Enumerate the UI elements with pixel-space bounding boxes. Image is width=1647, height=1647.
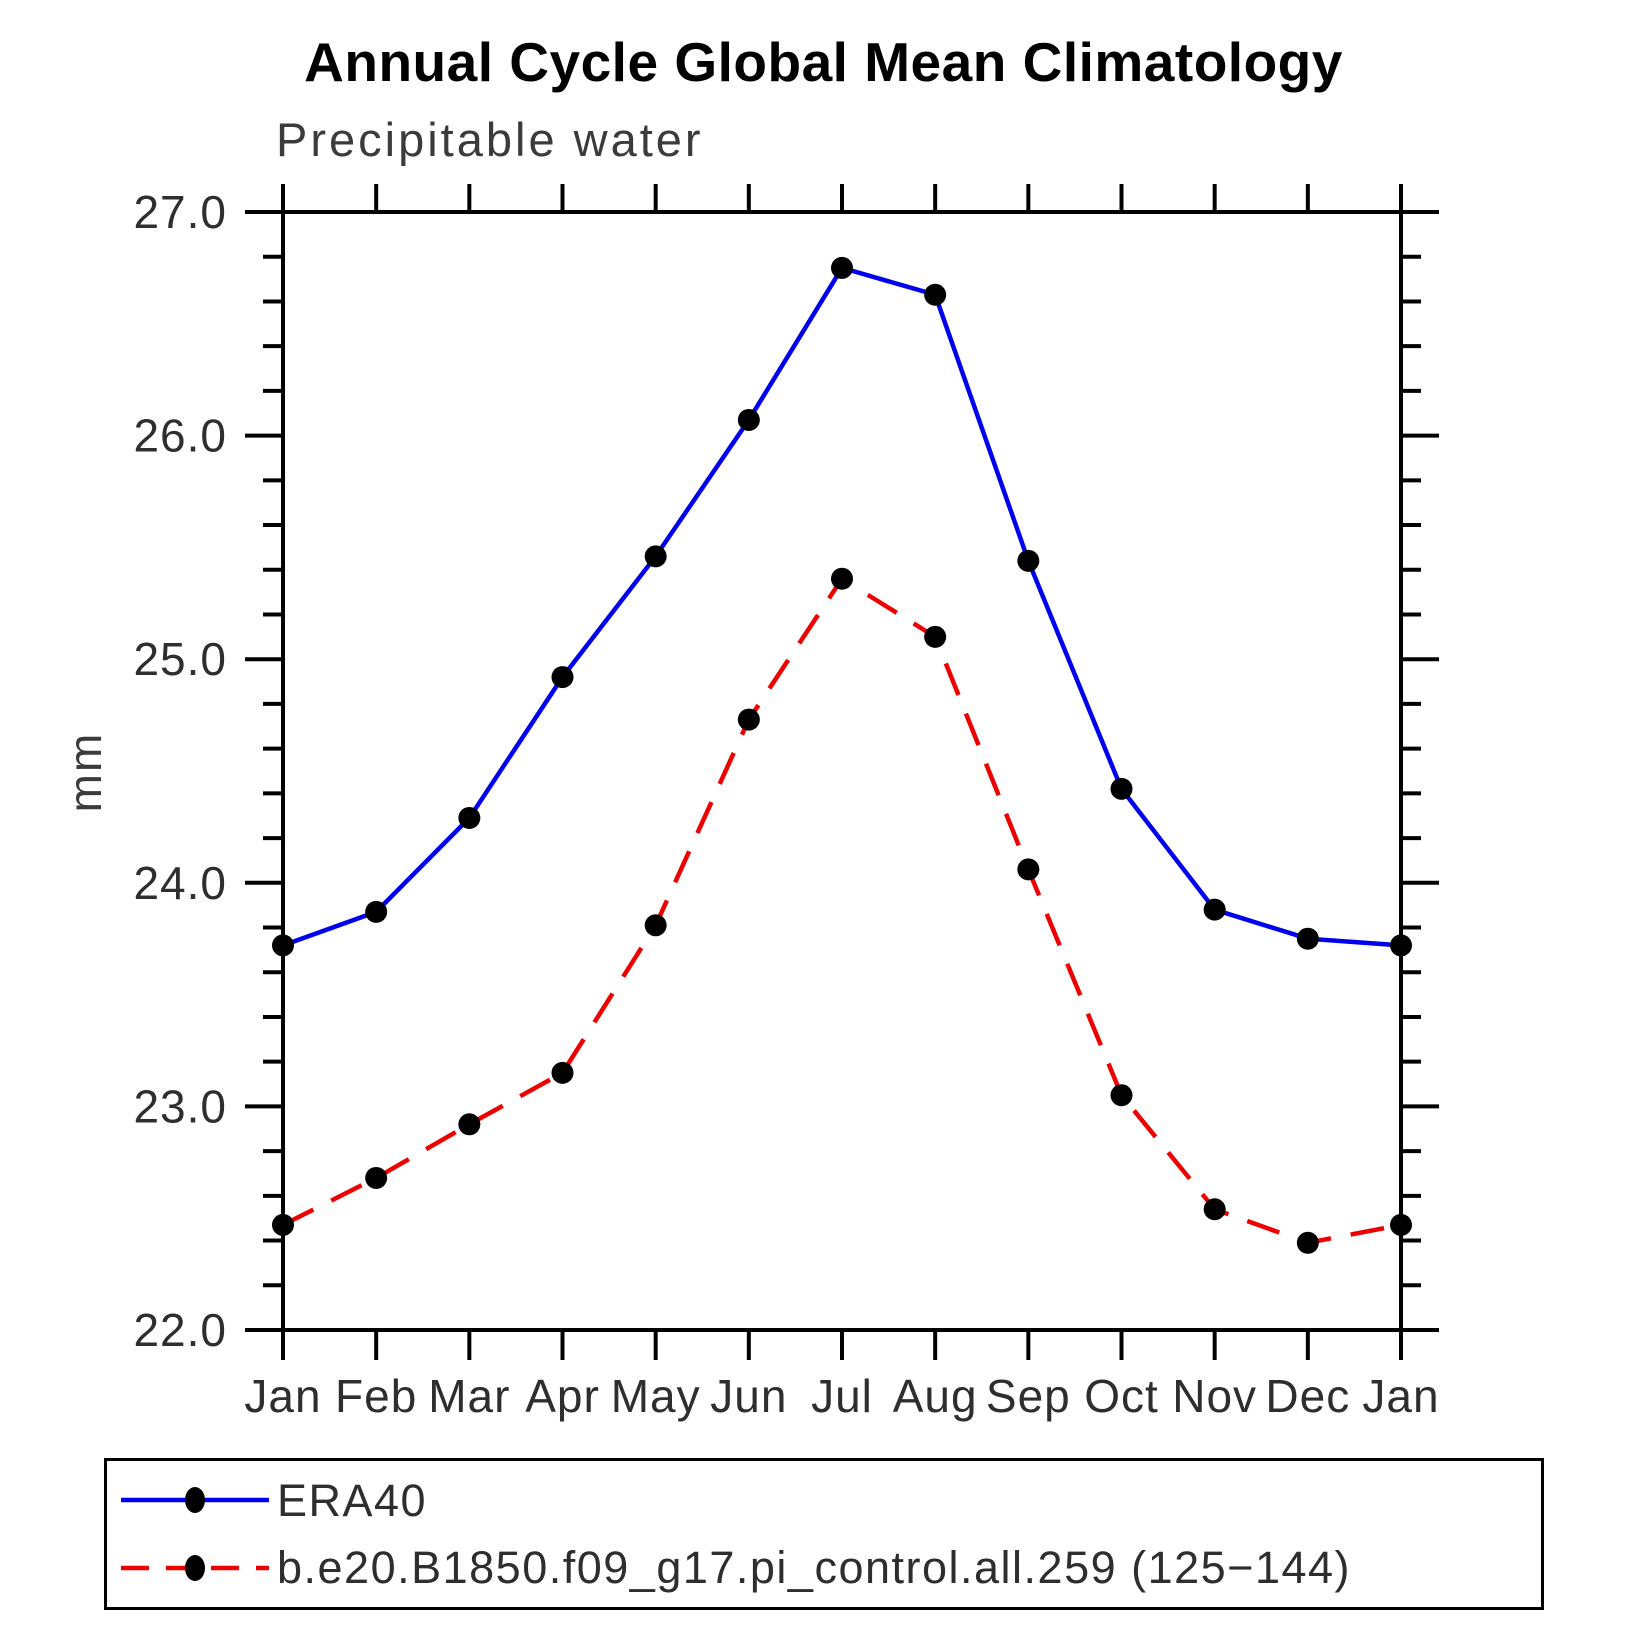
x-tick-label: Jun (710, 1370, 787, 1422)
data-point (365, 1166, 388, 1189)
data-point (272, 1213, 294, 1236)
data-point (737, 708, 760, 731)
x-tick-label: Jan (1362, 1370, 1439, 1422)
data-point (924, 625, 947, 648)
data-point (1017, 858, 1040, 881)
series-line-1 (281, 575, 1402, 1246)
legend: ERA40 b.e20.B1850.f09_g17.pi_control.all… (104, 1458, 1544, 1610)
x-tick-label: Oct (1084, 1370, 1159, 1422)
y-tick-label: 23.0 (133, 1080, 227, 1132)
data-point (458, 1113, 481, 1136)
legend-marker-dot (185, 1554, 205, 1581)
data-point (272, 934, 294, 957)
legend-label-model: b.e20.B1850.f09_g17.pi_control.all.259 (… (277, 1542, 1352, 1594)
x-tick-label: Apr (525, 1370, 600, 1422)
series-markers-0 (272, 256, 1412, 957)
data-point (737, 408, 760, 431)
x-tick-label: Sep (986, 1370, 1071, 1422)
y-tick-label: 25.0 (133, 633, 227, 685)
data-point (1390, 934, 1412, 957)
legend-label-era40: ERA40 (277, 1474, 428, 1526)
x-tick-label: Dec (1265, 1370, 1350, 1422)
chart-subtitle: Precipitable water (276, 113, 704, 166)
data-point (644, 914, 667, 937)
axis-ticks (245, 184, 1439, 1360)
y-tick-label: 22.0 (133, 1304, 227, 1356)
legend-item-0: ERA40 (115, 1472, 1541, 1528)
y-tick-label: 27.0 (133, 186, 227, 238)
x-tick-label: Aug (893, 1370, 978, 1422)
data-point (831, 256, 853, 279)
legend-dashed-line-sample (121, 1554, 269, 1581)
series-line-0 (282, 265, 1402, 948)
x-tick-label: Jul (811, 1370, 873, 1422)
data-point (1203, 1198, 1226, 1221)
chart-title: Annual Cycle Global Mean Climatology (304, 31, 1343, 93)
data-point (1296, 1231, 1319, 1254)
data-point (551, 666, 574, 689)
x-tick-label: Feb (335, 1370, 417, 1422)
data-point (1110, 777, 1133, 800)
plot-frame (281, 210, 1403, 1332)
data-point (644, 545, 667, 568)
data-point (551, 1061, 574, 1084)
data-point (1110, 1084, 1133, 1107)
data-point (1390, 1213, 1412, 1236)
y-tick-labels: 22.0 23.0 24.0 25.0 26.0 27.0 (133, 186, 227, 1356)
data-point (1203, 898, 1226, 921)
data-point (924, 283, 947, 306)
data-point (365, 900, 388, 923)
x-tick-label: Mar (428, 1370, 510, 1422)
data-point (831, 567, 853, 590)
y-tick-label: 26.0 (133, 410, 227, 462)
x-tick-label: Jan (244, 1370, 321, 1422)
data-point (1017, 549, 1040, 572)
x-tick-label: Nov (1172, 1370, 1257, 1422)
y-tick-label: 24.0 (133, 857, 227, 909)
x-tick-labels: Jan Feb Mar Apr May Jun Jul Aug Sep Oct Nov Dec Jan (244, 1370, 1439, 1422)
legend-solid-line-sample (121, 1487, 269, 1514)
data-point (1296, 927, 1319, 950)
series-markers-1 (272, 567, 1412, 1254)
x-tick-label: May (611, 1370, 701, 1422)
data-point (458, 806, 481, 829)
legend-item-1: b.e20.B1850.f09_g17.pi_control.all.259 (… (115, 1540, 1541, 1596)
legend-marker-dot (185, 1487, 205, 1514)
